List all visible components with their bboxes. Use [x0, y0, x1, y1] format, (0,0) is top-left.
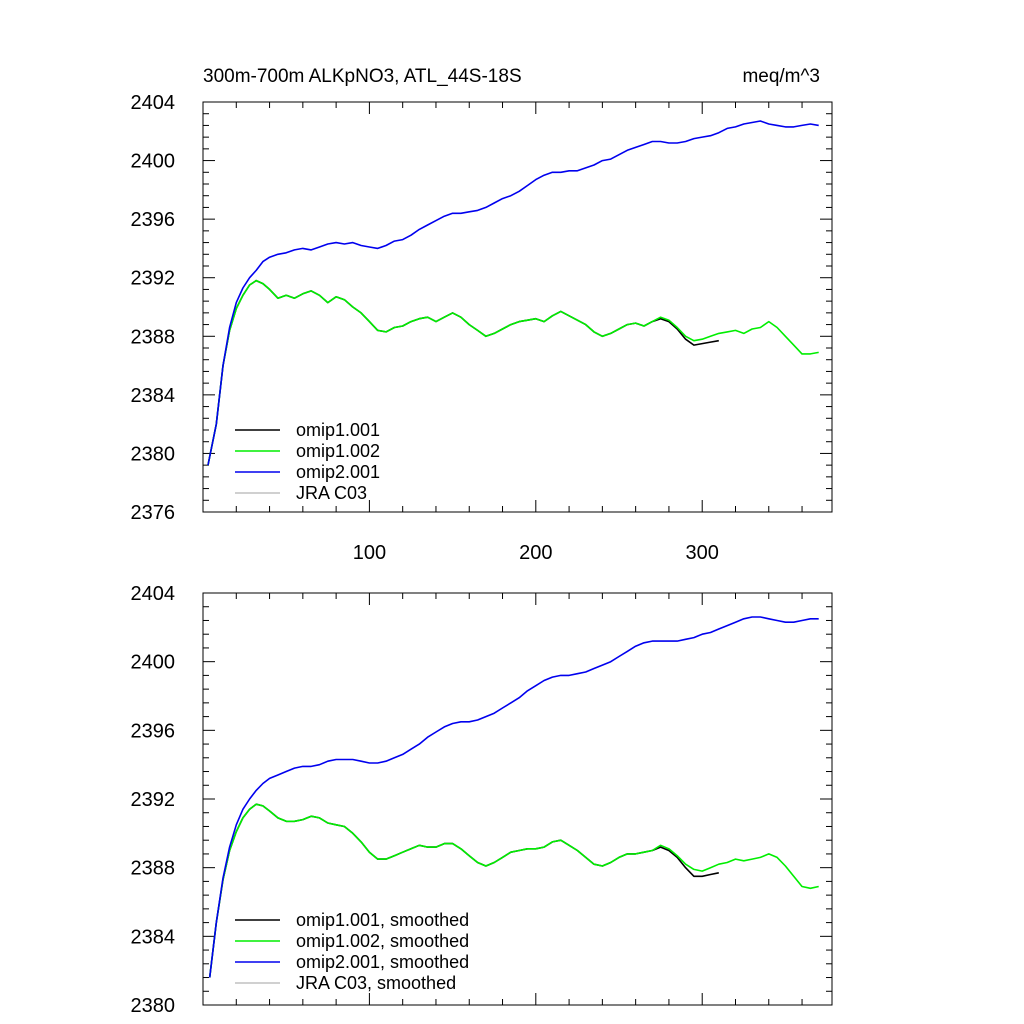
legend-label: omip2.001: [296, 462, 380, 482]
y-tick-label: 2392: [131, 268, 176, 290]
y-tick-label: 2384: [131, 926, 176, 948]
legend-label: omip1.001, smoothed: [296, 910, 469, 930]
y-tick-label: 2384: [131, 385, 176, 407]
plot-frame: [202, 101, 833, 513]
legend-label: omip1.002: [296, 441, 380, 461]
plot-title: 300m-700m ALKpNO3, ATL_44S-18S: [203, 66, 522, 87]
bottom-panel: 2380 2384 2388 2392 2396 2400 2404 omip1.001, s…: [131, 583, 833, 1017]
legend-label: JRA C03, smoothed: [296, 973, 456, 993]
legend-label: omip2.001, smoothed: [296, 952, 469, 972]
y-tick-label: 2400: [131, 151, 176, 173]
y-tick-label: 2392: [131, 789, 176, 811]
y-tick-label: 2396: [131, 720, 176, 742]
x-tick-label: 300: [686, 542, 719, 564]
legend-label: omip1.002, smoothed: [296, 931, 469, 951]
x-tick-label: 200: [519, 542, 552, 564]
y-tick-label: 2388: [131, 326, 176, 348]
series-line-2: [207, 120, 819, 466]
legend-label: omip1.001: [296, 420, 380, 440]
y-tick-label: 2404: [131, 92, 176, 114]
top-panel: 2376 2380 2384 2388 2392 2396 2400 2404 100 200 30…: [131, 92, 833, 564]
legend-label: JRA C03: [296, 483, 367, 503]
series-line-2: [208, 616, 819, 978]
series-line-1: [208, 803, 819, 978]
y-tick-label: 2380: [131, 443, 176, 465]
units-label: meq/m^3: [742, 66, 820, 87]
y-tick-label: 2376: [131, 502, 176, 524]
y-tick-label: 2388: [131, 858, 176, 880]
y-tick-label: 2400: [131, 652, 176, 674]
y-tick-label: 2396: [131, 209, 176, 231]
series-line-0: [207, 279, 719, 466]
series-line-1: [207, 279, 819, 466]
y-tick-label: 2380: [131, 995, 176, 1017]
y-tick-label: 2404: [131, 583, 176, 605]
x-tick-label: 100: [353, 542, 386, 564]
